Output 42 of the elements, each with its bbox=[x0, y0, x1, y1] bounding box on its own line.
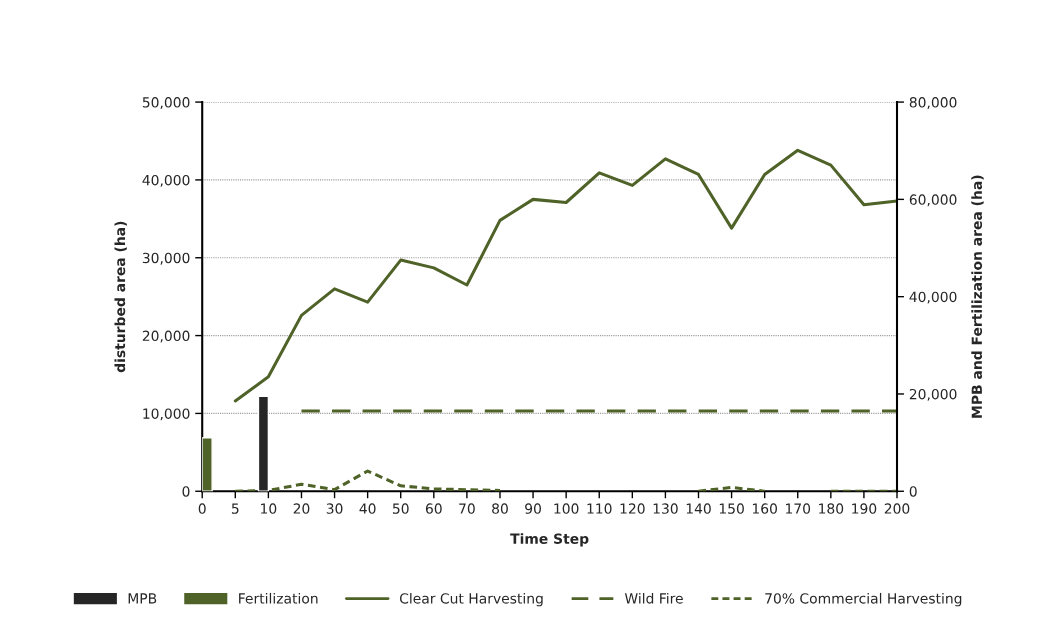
x-tick-label: 50 bbox=[392, 503, 409, 514]
line-series bbox=[233, 148, 898, 403]
x-tick-label: 100 bbox=[554, 503, 579, 514]
x-tick-label: 30 bbox=[326, 503, 343, 514]
y2-tick-label: 40,000 bbox=[909, 291, 957, 304]
x-tick-label: 20 bbox=[293, 503, 310, 514]
y2-axis-title: MPB and Fertilization area (ha) bbox=[971, 175, 984, 418]
y2-tick-label: 20,000 bbox=[909, 388, 957, 401]
y-tick-label: 40,000 bbox=[142, 174, 190, 187]
x-tick-label: 180 bbox=[819, 503, 844, 514]
x-tick-label: 80 bbox=[492, 503, 508, 514]
x-tick-label: 40 bbox=[359, 503, 376, 514]
x-tick-label: 200 bbox=[884, 503, 910, 514]
y-tick-label: 30,000 bbox=[142, 252, 190, 265]
y-tick-label: 50,000 bbox=[142, 97, 190, 109]
y2-tick-label: 60,000 bbox=[909, 194, 957, 207]
x-tick-label: 110 bbox=[587, 503, 612, 514]
legend-label: Fertilization bbox=[239, 592, 318, 604]
x-tick-label: 60 bbox=[425, 503, 442, 514]
y-tick-label: 10,000 bbox=[143, 408, 190, 421]
x-tick-label: 190 bbox=[852, 503, 877, 514]
x-tick-label: 90 bbox=[525, 503, 541, 514]
legend-label: 70% Commercial Harvesting bbox=[765, 592, 962, 607]
x-tick-label: 170 bbox=[786, 503, 811, 514]
legend-label: Wild Fire bbox=[624, 592, 683, 604]
x-axis-title: Time Step bbox=[510, 533, 589, 547]
y2-tick-label: 0 bbox=[909, 486, 917, 497]
legend-label: MPB bbox=[128, 593, 157, 604]
x-tick-label: 120 bbox=[620, 503, 645, 514]
x-tick-label: 0 bbox=[198, 503, 206, 514]
legend-label: Clear Cut Harvesting bbox=[399, 592, 543, 607]
x-tick-label: 150 bbox=[719, 503, 744, 514]
x-tick-label: 130 bbox=[653, 503, 678, 514]
x-tick-label: 140 bbox=[686, 503, 711, 514]
y-axis-title: disturbed area (ha) bbox=[114, 221, 127, 373]
y2-tick-label: 80,000 bbox=[909, 97, 957, 109]
y-tick-label: 20,000 bbox=[142, 330, 190, 343]
x-tick-label: 10 bbox=[261, 503, 277, 514]
x-tick-label: 70 bbox=[459, 503, 475, 514]
x-tick-label: 5 bbox=[231, 503, 239, 514]
y-tick-label: 0 bbox=[182, 486, 190, 497]
x-tick-label: 160 bbox=[752, 503, 777, 514]
